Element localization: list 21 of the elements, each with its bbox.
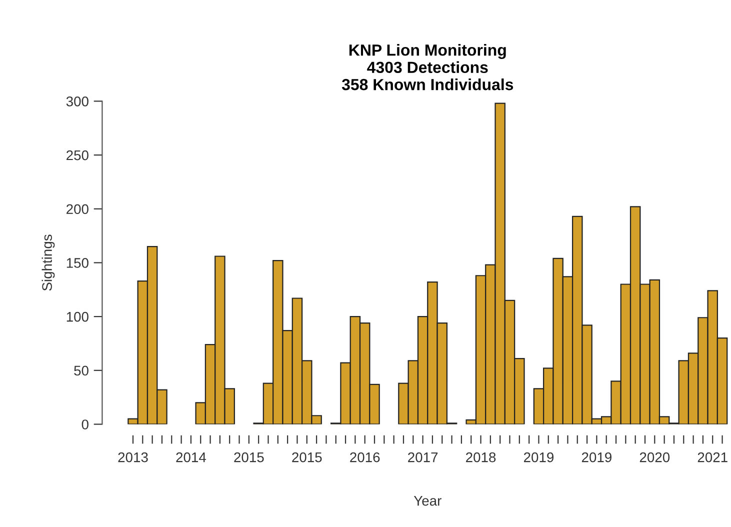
x-tick-label: 2018	[466, 452, 496, 462]
x-tick-label: 2015	[234, 452, 264, 462]
x-tick-label: 2017	[408, 452, 438, 462]
y-axis-title: Sightings	[42, 234, 55, 291]
x-tick-label: 2014	[176, 452, 206, 462]
x-tick-label: 2019	[582, 452, 612, 462]
x-tick-label: 2016	[350, 452, 380, 462]
y-tick-label: 50	[74, 366, 88, 376]
x-axis-title: Year	[414, 496, 442, 506]
y-tick-label: 200	[66, 204, 88, 214]
x-tick-label: 2021	[698, 452, 728, 462]
y-tick-label: 300	[66, 96, 88, 106]
x-tick-label: 2013	[118, 452, 148, 462]
x-tick-label: 2020	[640, 452, 670, 462]
chart-title: KNP Lion Monitoring 4303 Detections 358 Known Individuals	[342, 44, 514, 90]
x-tick-label: 2015	[292, 452, 322, 462]
x-tick-label: 2019	[524, 452, 554, 462]
y-tick-label: 150	[66, 258, 88, 268]
y-tick-label: 100	[66, 312, 88, 322]
y-tick-label: 0	[82, 420, 88, 430]
y-tick-label: 250	[66, 150, 88, 160]
